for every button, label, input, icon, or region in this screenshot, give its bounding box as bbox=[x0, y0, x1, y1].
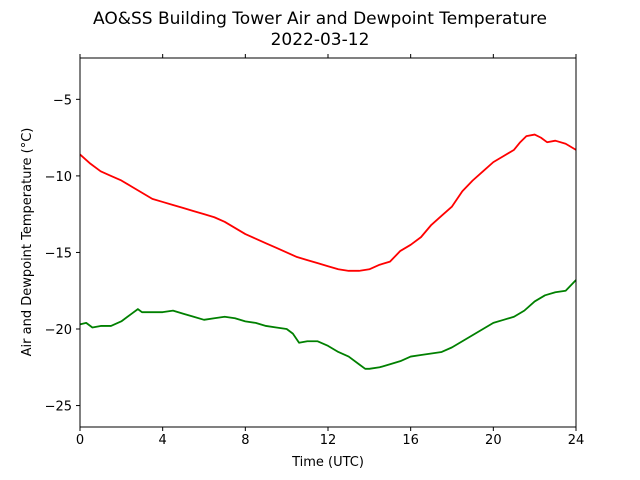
y-axis-label: Air and Dewpoint Temperature (°C) bbox=[20, 128, 35, 357]
chart-title: AO&SS Building Tower Air and Dewpoint Te… bbox=[93, 9, 547, 29]
y-tick-label: −20 bbox=[45, 323, 72, 338]
y-ticks: −25 −20 −15 −10 −5 bbox=[45, 93, 80, 415]
x-tick-label: 24 bbox=[568, 433, 585, 448]
x-tick-label: 4 bbox=[159, 433, 167, 448]
plot-frame bbox=[79, 57, 577, 428]
x-tick-label: 20 bbox=[485, 433, 502, 448]
x-ticks: 0 4 8 12 16 20 24 bbox=[76, 54, 584, 448]
y-tick-label: −15 bbox=[45, 246, 72, 261]
x-tick-label: 8 bbox=[241, 433, 249, 448]
series-line-1 bbox=[79, 133, 577, 272]
series-line-2 bbox=[79, 279, 577, 370]
x-tick-label: 16 bbox=[402, 433, 419, 448]
chart-subtitle: 2022-03-12 bbox=[271, 30, 370, 50]
y-tick-label: −25 bbox=[45, 400, 72, 415]
y-tick-label: −5 bbox=[53, 93, 72, 108]
x-tick-label: 0 bbox=[76, 433, 84, 448]
x-tick-label: 12 bbox=[320, 433, 337, 448]
y-tick-label: −10 bbox=[45, 170, 72, 185]
x-axis-label: Time (UTC) bbox=[291, 455, 364, 470]
series-layer bbox=[79, 133, 577, 370]
